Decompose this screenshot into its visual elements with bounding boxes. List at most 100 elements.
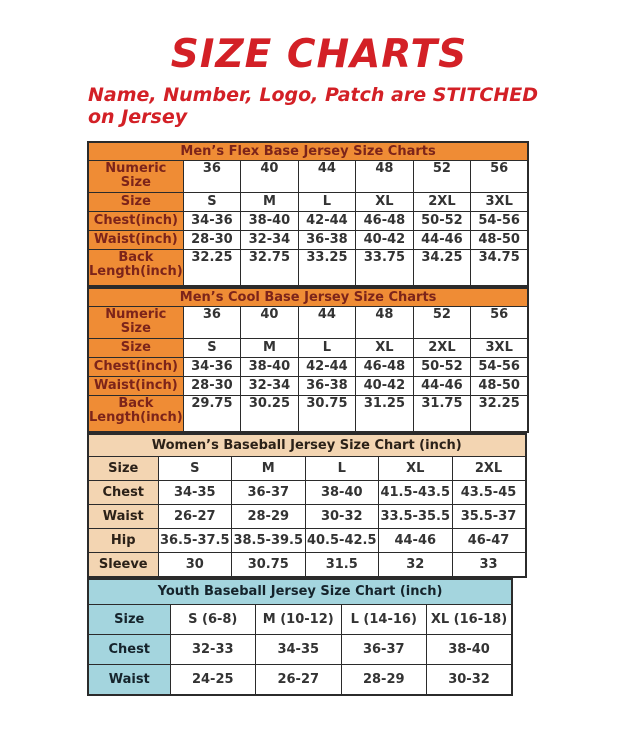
table-cell: 34-36 xyxy=(182,211,242,231)
table-cell: M xyxy=(240,338,299,358)
table-cell: 38-40 xyxy=(304,480,379,505)
table-cell: 56 xyxy=(470,306,529,339)
table-cell: 24-25 xyxy=(169,664,256,696)
table-cell: 32.25 xyxy=(470,395,529,433)
table-cell: 30 xyxy=(157,552,232,578)
table-row: Numeric Size 36 40 44 48 52 56 xyxy=(87,306,529,339)
table-row: Waist 26-27 28-29 30-32 33.5-35.5 35.5-37 xyxy=(87,504,526,529)
table-row: Sleeve 30 30.75 31.5 32 33 xyxy=(87,552,526,578)
table-cell: L xyxy=(304,456,379,481)
table-cell: 36-38 xyxy=(297,376,357,396)
table-cell: S xyxy=(182,192,242,212)
table-cell: 2XL xyxy=(412,338,472,358)
table-cell: XL xyxy=(378,456,453,481)
table-cell: 48 xyxy=(355,306,414,339)
table-cell: 32 xyxy=(378,552,453,578)
table-cell: 40 xyxy=(240,160,299,193)
size-table-mens-cool-base: Men’s Cool Base Jersey Size Charts Numeri… xyxy=(87,287,530,433)
table-cell: L xyxy=(297,338,357,358)
table-cell: 46-48 xyxy=(355,211,414,231)
table-cell: 32.75 xyxy=(240,249,299,287)
table-cell: 44 xyxy=(297,306,357,339)
table-row: Waist 24-25 26-27 28-29 30-32 xyxy=(87,664,513,696)
table-cell: 54-56 xyxy=(470,211,529,231)
table-cell: 40-42 xyxy=(355,230,414,250)
table-cell: 33.5-35.5 xyxy=(378,504,453,529)
subtitle-line-1: Name, Number, Logo, Patch are STITCHED xyxy=(88,84,538,106)
row-label: Waist(inch) xyxy=(87,230,184,250)
table-row: Back Length(inch) 29.75 30.25 30.75 31.25 31.… xyxy=(87,395,529,433)
table-cell: 36-37 xyxy=(231,480,306,505)
table-row: Size S (6-8) M (10-12) L (14-16) XL (16-18) xyxy=(87,604,513,635)
table-cell: 52 xyxy=(412,306,472,339)
table-cell: 43.5-45 xyxy=(451,480,526,505)
table-cell: 33.75 xyxy=(355,249,414,287)
table-row: Hip 36.5-37.5 38.5-39.5 40.5-42.5 44-46 46-47 xyxy=(87,528,526,553)
table-row: Size S M L XL 2XL 3XL xyxy=(87,192,529,212)
table-cell: 41.5-43.5 xyxy=(378,480,453,505)
table-cell: 2XL xyxy=(412,192,472,212)
table-cell: L xyxy=(297,192,357,212)
table-cell: 34.75 xyxy=(470,249,529,287)
table-cell: 28-29 xyxy=(340,664,427,696)
table-cell: 36-38 xyxy=(297,230,357,250)
row-label: Back Length(inch) xyxy=(87,395,184,433)
table-cell: 33 xyxy=(451,552,526,578)
row-label: Chest(inch) xyxy=(87,357,184,377)
table-cell: S (6-8) xyxy=(169,604,256,635)
table-cell: 42-44 xyxy=(297,211,357,231)
size-table-mens-flex-base: Men’s Flex Base Jersey Size Charts Numeri… xyxy=(87,141,530,287)
page-subtitle: Name, Number, Logo, Patch are STITCHED o… xyxy=(88,84,638,128)
row-label: Chest xyxy=(87,480,159,505)
row-label: Chest(inch) xyxy=(87,211,184,231)
table-row: Size S M L XL 2XL xyxy=(87,456,526,481)
table-row: Chest(inch) 34-36 38-40 42-44 46-48 50-52 54-5… xyxy=(87,211,529,231)
table-cell: 46-47 xyxy=(451,528,526,553)
table-cell: 48-50 xyxy=(470,376,529,396)
table-cell: M xyxy=(231,456,306,481)
row-label: Size xyxy=(87,338,184,358)
table-cell: 34-36 xyxy=(182,357,242,377)
table-cell: 40-42 xyxy=(355,376,414,396)
table-title: Youth Baseball Jersey Size Chart (inch) xyxy=(87,578,513,605)
table-title: Men’s Flex Base Jersey Size Charts xyxy=(87,141,529,161)
table-cell: 31.75 xyxy=(412,395,472,433)
table-title: Men’s Cool Base Jersey Size Charts xyxy=(87,287,529,307)
table-cell: 52 xyxy=(412,160,472,193)
row-label: Hip xyxy=(87,528,159,553)
table-cell: 32.25 xyxy=(182,249,242,287)
table-cell: 44-46 xyxy=(378,528,453,553)
table-cell: 44-46 xyxy=(412,230,472,250)
table-cell: 28-30 xyxy=(182,230,242,250)
table-title-row: Men’s Cool Base Jersey Size Charts xyxy=(87,287,529,307)
table-cell: 38-40 xyxy=(426,634,513,665)
table-cell: S xyxy=(157,456,232,481)
table-row: Chest 32-33 34-35 36-37 38-40 xyxy=(87,634,513,665)
table-row: Chest(inch) 34-36 38-40 42-44 46-48 50-52 54-5… xyxy=(87,357,529,377)
table-cell: 34.25 xyxy=(412,249,472,287)
table-cell: L (14-16) xyxy=(340,604,427,635)
table-cell: 2XL xyxy=(451,456,526,481)
table-cell: S xyxy=(182,338,242,358)
table-cell: 40 xyxy=(240,306,299,339)
table-cell: 40.5-42.5 xyxy=(304,528,379,553)
table-cell: 28-29 xyxy=(231,504,306,529)
table-cell: 50-52 xyxy=(412,211,472,231)
table-cell: 50-52 xyxy=(412,357,472,377)
row-label: Sleeve xyxy=(87,552,159,578)
table-cell: 30-32 xyxy=(304,504,379,529)
table-cell: 3XL xyxy=(470,338,529,358)
table-cell: 31.5 xyxy=(304,552,379,578)
table-cell: 38.5-39.5 xyxy=(231,528,306,553)
table-cell: 42-44 xyxy=(297,357,357,377)
table-cell: 29.75 xyxy=(182,395,242,433)
row-label: Numeric Size xyxy=(87,306,184,339)
table-row: Chest 34-35 36-37 38-40 41.5-43.5 43.5-45 xyxy=(87,480,526,505)
table-row: Size S M L XL 2XL 3XL xyxy=(87,338,529,358)
table-cell: 34-35 xyxy=(255,634,342,665)
page-title: SIZE CHARTS xyxy=(170,32,468,77)
table-cell: 46-48 xyxy=(355,357,414,377)
table-cell: 44 xyxy=(297,160,357,193)
table-cell: 38-40 xyxy=(240,357,299,377)
